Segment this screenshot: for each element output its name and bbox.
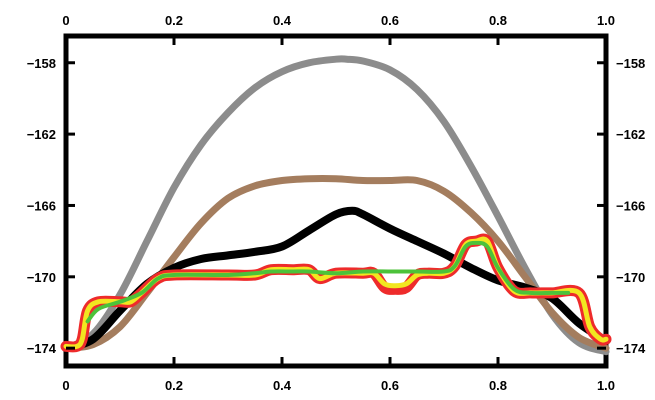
x-tick-label-top: 0.8 (489, 13, 507, 28)
y-tick-label-right: −170 (616, 270, 645, 285)
y-tick-label-right: −158 (616, 56, 645, 71)
x-tick-label-bottom: 0 (62, 378, 69, 393)
x-tick-label-top: 0 (62, 13, 69, 28)
y-tick-label-left: −162 (27, 127, 56, 142)
series-layer (60, 55, 612, 356)
x-tick-label-bottom: 0.8 (489, 378, 507, 393)
y-tick-label-left: −170 (27, 270, 56, 285)
y-tick-label-left: −158 (27, 56, 56, 71)
y-tick-label-right: −166 (616, 198, 645, 213)
y-tick-label-right: −162 (616, 127, 645, 142)
x-tick-label-top: 0.4 (273, 13, 292, 28)
plot-frame (63, 33, 609, 369)
x-tick-label-bottom: 0.6 (381, 378, 399, 393)
series-line-6 (85, 240, 571, 324)
y-tick-label-left: −174 (27, 341, 57, 356)
series-line-1 (62, 55, 610, 356)
y-tick-label-right: −174 (616, 341, 646, 356)
x-tick-label-bottom: 1.0 (597, 378, 615, 393)
axis-layer: 0 0 0.2 0.2 0.4 0.4 0.6 0.6 0.8 0.8 1.0 1.0 −158 −158… (27, 13, 646, 393)
x-tick-label-top: 1.0 (597, 13, 615, 28)
x-tick-label-top: 0.2 (165, 13, 183, 28)
x-tick-label-top: 0.6 (381, 13, 399, 28)
y-tick-label-left: −166 (27, 198, 56, 213)
x-tick-label-bottom: 0.4 (273, 378, 292, 393)
x-tick-label-bottom: 0.2 (165, 378, 183, 393)
